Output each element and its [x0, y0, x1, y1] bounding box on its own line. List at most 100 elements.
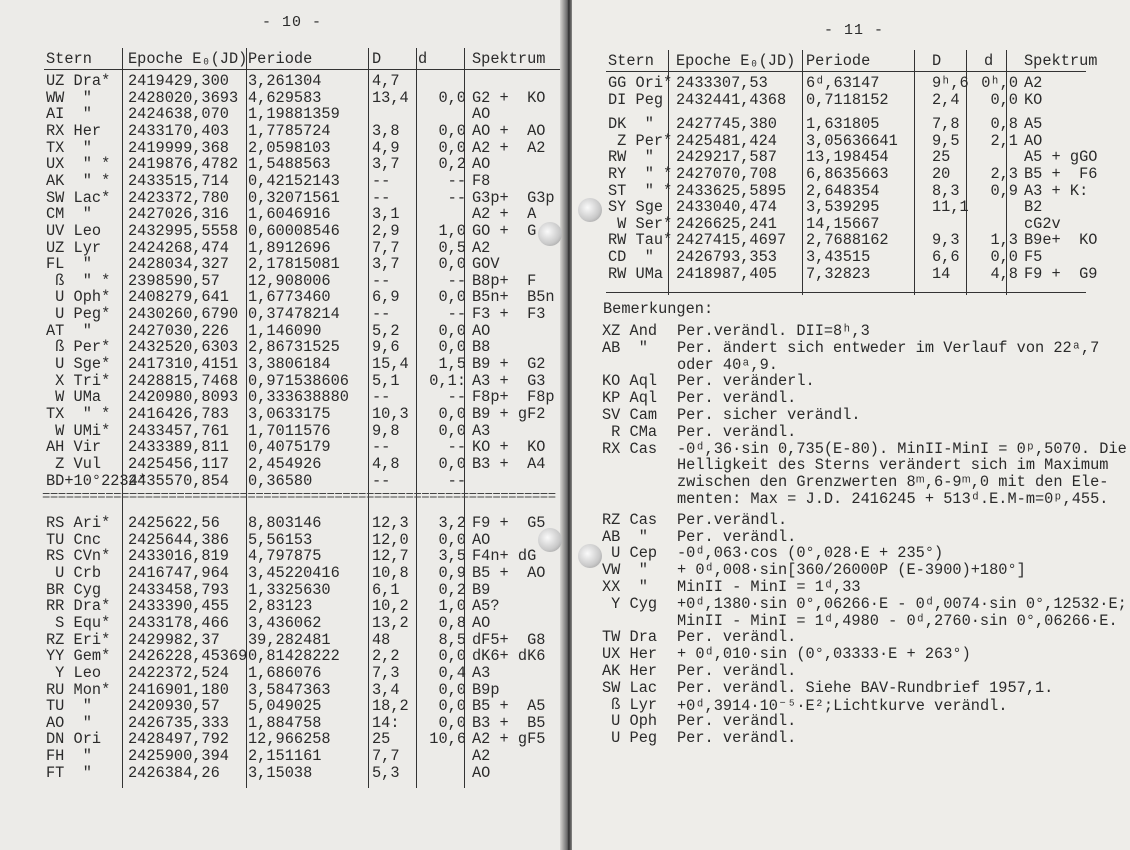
- header-depth-primary: D: [372, 50, 382, 68]
- depth-primary: 5,3: [372, 763, 400, 782]
- spectrum: A2: [1024, 74, 1043, 92]
- table-row: FL " 2428034,327 2,17815081 3,7 0,0 GOV: [44, 255, 562, 274]
- spectrum: dK6+ dK6: [472, 647, 546, 666]
- epoch: 2433390,455: [128, 597, 229, 616]
- period: 4,629583: [248, 88, 322, 107]
- table-row: YY Gem* 2426228,45369 0,81428222 2,2 0,0 dK6+…: [44, 647, 562, 666]
- remark-star: U Cep: [602, 544, 658, 563]
- spectrum: GOV: [472, 255, 500, 274]
- star-name: TU ": [46, 697, 92, 716]
- table-row: WW " 2428020,3693 4,629583 13,4 0,0 G2 + KO: [44, 88, 562, 107]
- spectrum: B9 + gF2: [472, 405, 546, 423]
- period: 6,8635663: [806, 165, 889, 183]
- column-divider: [914, 50, 916, 295]
- epoch: 2428034,327: [128, 255, 229, 274]
- table-row: W UMi* 2433457,761 1,7011576 9,8 0,0 A3: [44, 421, 562, 440]
- depth-secondary: --: [447, 171, 466, 190]
- star-name: U Crb: [46, 563, 102, 582]
- epoch: 2427026,316: [128, 205, 229, 224]
- depth-primary: 3,7: [372, 155, 400, 174]
- remark-star: SV Cam: [602, 406, 658, 424]
- star-name: ß Per*: [46, 338, 111, 357]
- spectrum: B9 + G2: [472, 355, 546, 374]
- depth-primary: 25: [372, 730, 391, 749]
- epoch: 2433307,53: [676, 74, 768, 92]
- star-name: ST " *: [608, 181, 673, 200]
- depth-primary: 13,2: [372, 613, 409, 632]
- depth-secondary: 0,0: [438, 405, 466, 423]
- depth-primary: 9,6: [372, 338, 400, 357]
- depth-primary: --: [372, 438, 391, 457]
- star-name: DN Ori: [46, 730, 102, 749]
- page-number: - 11 -: [824, 22, 885, 39]
- remark-text: -0ᵈ,36·sin 0,735(E-80). MinII-MinI = 0ᵖ,…: [677, 439, 1127, 458]
- epoch: 2433170,403: [128, 121, 229, 140]
- column-divider: [464, 48, 466, 788]
- epoch: 2416426,783: [128, 405, 229, 423]
- remark-text: Per. verändl.: [677, 422, 797, 441]
- depth-primary: 9,8: [372, 421, 400, 440]
- period: 3,15038: [248, 763, 313, 782]
- spectrum: cG2v: [1024, 214, 1061, 233]
- period: 0,971538606: [248, 371, 349, 390]
- table-separator: ========================================…: [42, 489, 556, 505]
- spectrum: A5 + gGO: [1024, 148, 1098, 167]
- epoch: 2426735,333: [128, 713, 229, 732]
- star-name: RW Tau*: [608, 231, 673, 250]
- table-row: RW Tau* 2427415,4697 2,7688162 9,3 1,3 B9e+ K…: [606, 231, 1097, 250]
- table-row: DN Ori 2428497,792 12,966258 25 10,6 A2 + gF5: [44, 730, 562, 749]
- period: 5,56153: [248, 530, 313, 549]
- epoch: 2417310,4151: [128, 355, 239, 374]
- star-name: TX " *: [46, 405, 111, 423]
- column-divider: [122, 48, 124, 788]
- period: 2,648354: [806, 181, 880, 200]
- period: 3,45220416: [248, 563, 340, 582]
- depth-secondary: 0,2: [438, 580, 466, 599]
- remark-text: Per. verändl.: [677, 628, 797, 647]
- table-row: W Ser* 2426625,241 14,15667 cG2v: [606, 214, 1086, 233]
- spectrum: A5: [1024, 115, 1043, 134]
- depth-secondary: --: [447, 305, 466, 324]
- period: 2,454926: [248, 454, 322, 473]
- table-row: DK " 2427745,380 1,631805 7,8 0,8 A5: [606, 115, 1086, 134]
- table-row: CD " 2426793,353 3,43515 6,6 0,0 F5: [606, 248, 1086, 266]
- remark-star: SW Lac: [602, 678, 658, 697]
- depth-primary: 20: [932, 165, 951, 183]
- table-row: DI Peg 2432441,4368 0,7118152 2,4 0,0 KO: [606, 91, 1086, 109]
- spectrum: G2 + KO: [472, 88, 546, 107]
- period: 12,966258: [248, 730, 331, 749]
- header-depth-primary: D: [932, 52, 942, 70]
- period: 1,884758: [248, 713, 322, 732]
- period: 1,19881359: [248, 105, 340, 124]
- depth-primary: 7,3: [372, 663, 400, 682]
- period: 1,631805: [806, 115, 880, 134]
- depth-secondary: 0,8: [990, 115, 1018, 134]
- star-name: RU Mon*: [46, 680, 111, 699]
- spectrum: F3 + F3: [472, 305, 546, 324]
- table-row: U Crb 2416747,964 3,45220416 10,8 0,9 B5 + AO: [44, 563, 562, 582]
- table-row: RX Her 2433170,403 1,7785724 3,8 0,0 AO + AO: [44, 121, 562, 140]
- epoch: 2425622,56: [128, 514, 220, 532]
- table-row: ß " * 2398590,57 12,908006 -- -- B8p+ F: [44, 272, 562, 290]
- table-row: SY Sge 2433040,474 3,539295 11,1 B2: [606, 198, 1086, 216]
- depth-primary: 15,4: [372, 355, 409, 374]
- period: 5,049025: [248, 697, 322, 716]
- spectrum: B3 + B5: [472, 713, 546, 732]
- depth-secondary: 0,0: [438, 121, 466, 140]
- depth-secondary: 0,0: [438, 138, 466, 157]
- depth-secondary: 0,8: [438, 613, 466, 632]
- table-row: UZ Lyr 2424268,474 1,8912696 7,7 0,5 A2: [44, 239, 562, 257]
- remark-star: AB ": [602, 527, 648, 546]
- epoch: 2422372,524: [128, 663, 229, 682]
- epoch: 2408279,641: [128, 288, 229, 307]
- star-name: Y Leo: [46, 663, 102, 682]
- depth-secondary: 0,4: [438, 663, 466, 682]
- page-number: - 10 -: [262, 14, 323, 31]
- spectrum: A3: [472, 663, 491, 682]
- spectrum: dF5+ G8: [472, 630, 546, 649]
- depth-primary: --: [372, 305, 391, 324]
- table-row: Z Per* 2425481,424 3,05636641 9,5 2,1 AO: [606, 132, 1086, 150]
- depth-secondary: --: [447, 388, 466, 407]
- spectrum: AO + AO: [472, 121, 546, 140]
- star-name: UV Leo: [46, 221, 102, 240]
